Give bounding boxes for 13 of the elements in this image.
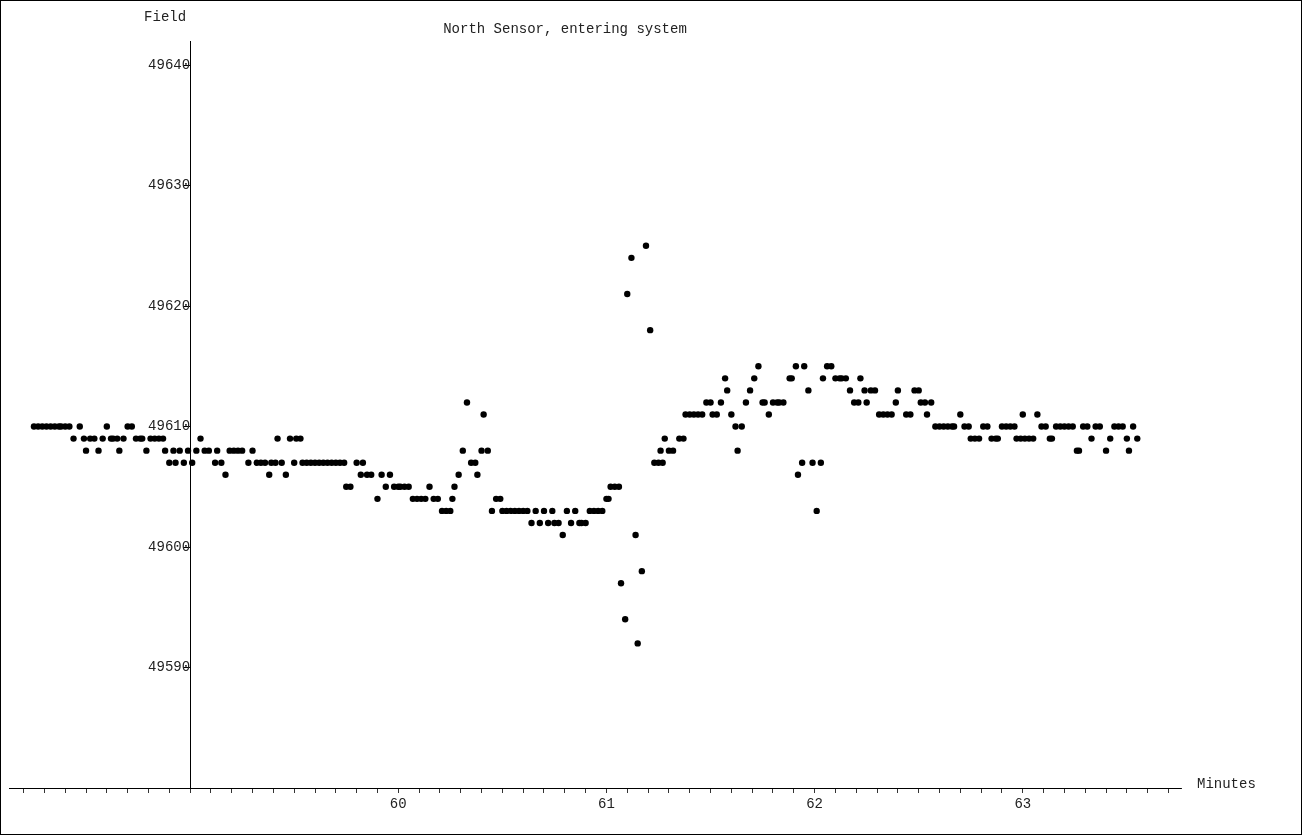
y-axis-title: Field	[144, 8, 187, 25]
x-tick-label: 62	[806, 796, 824, 813]
y-tick-label: 49620	[148, 297, 191, 314]
y-tick-label: 49590	[148, 659, 191, 676]
y-tick-label: 49630	[148, 177, 191, 194]
y-tick-label: 49610	[148, 418, 191, 435]
y-tick-label: 49640	[148, 56, 191, 73]
x-tick-label: 60	[389, 796, 407, 813]
x-tick-label: 63	[1014, 796, 1032, 813]
chart-title: North Sensor, entering system	[443, 20, 687, 37]
y-tick-label: 49600	[148, 538, 191, 555]
x-axis-title: Minutes	[1197, 775, 1256, 792]
x-tick-label: 61	[598, 796, 615, 813]
